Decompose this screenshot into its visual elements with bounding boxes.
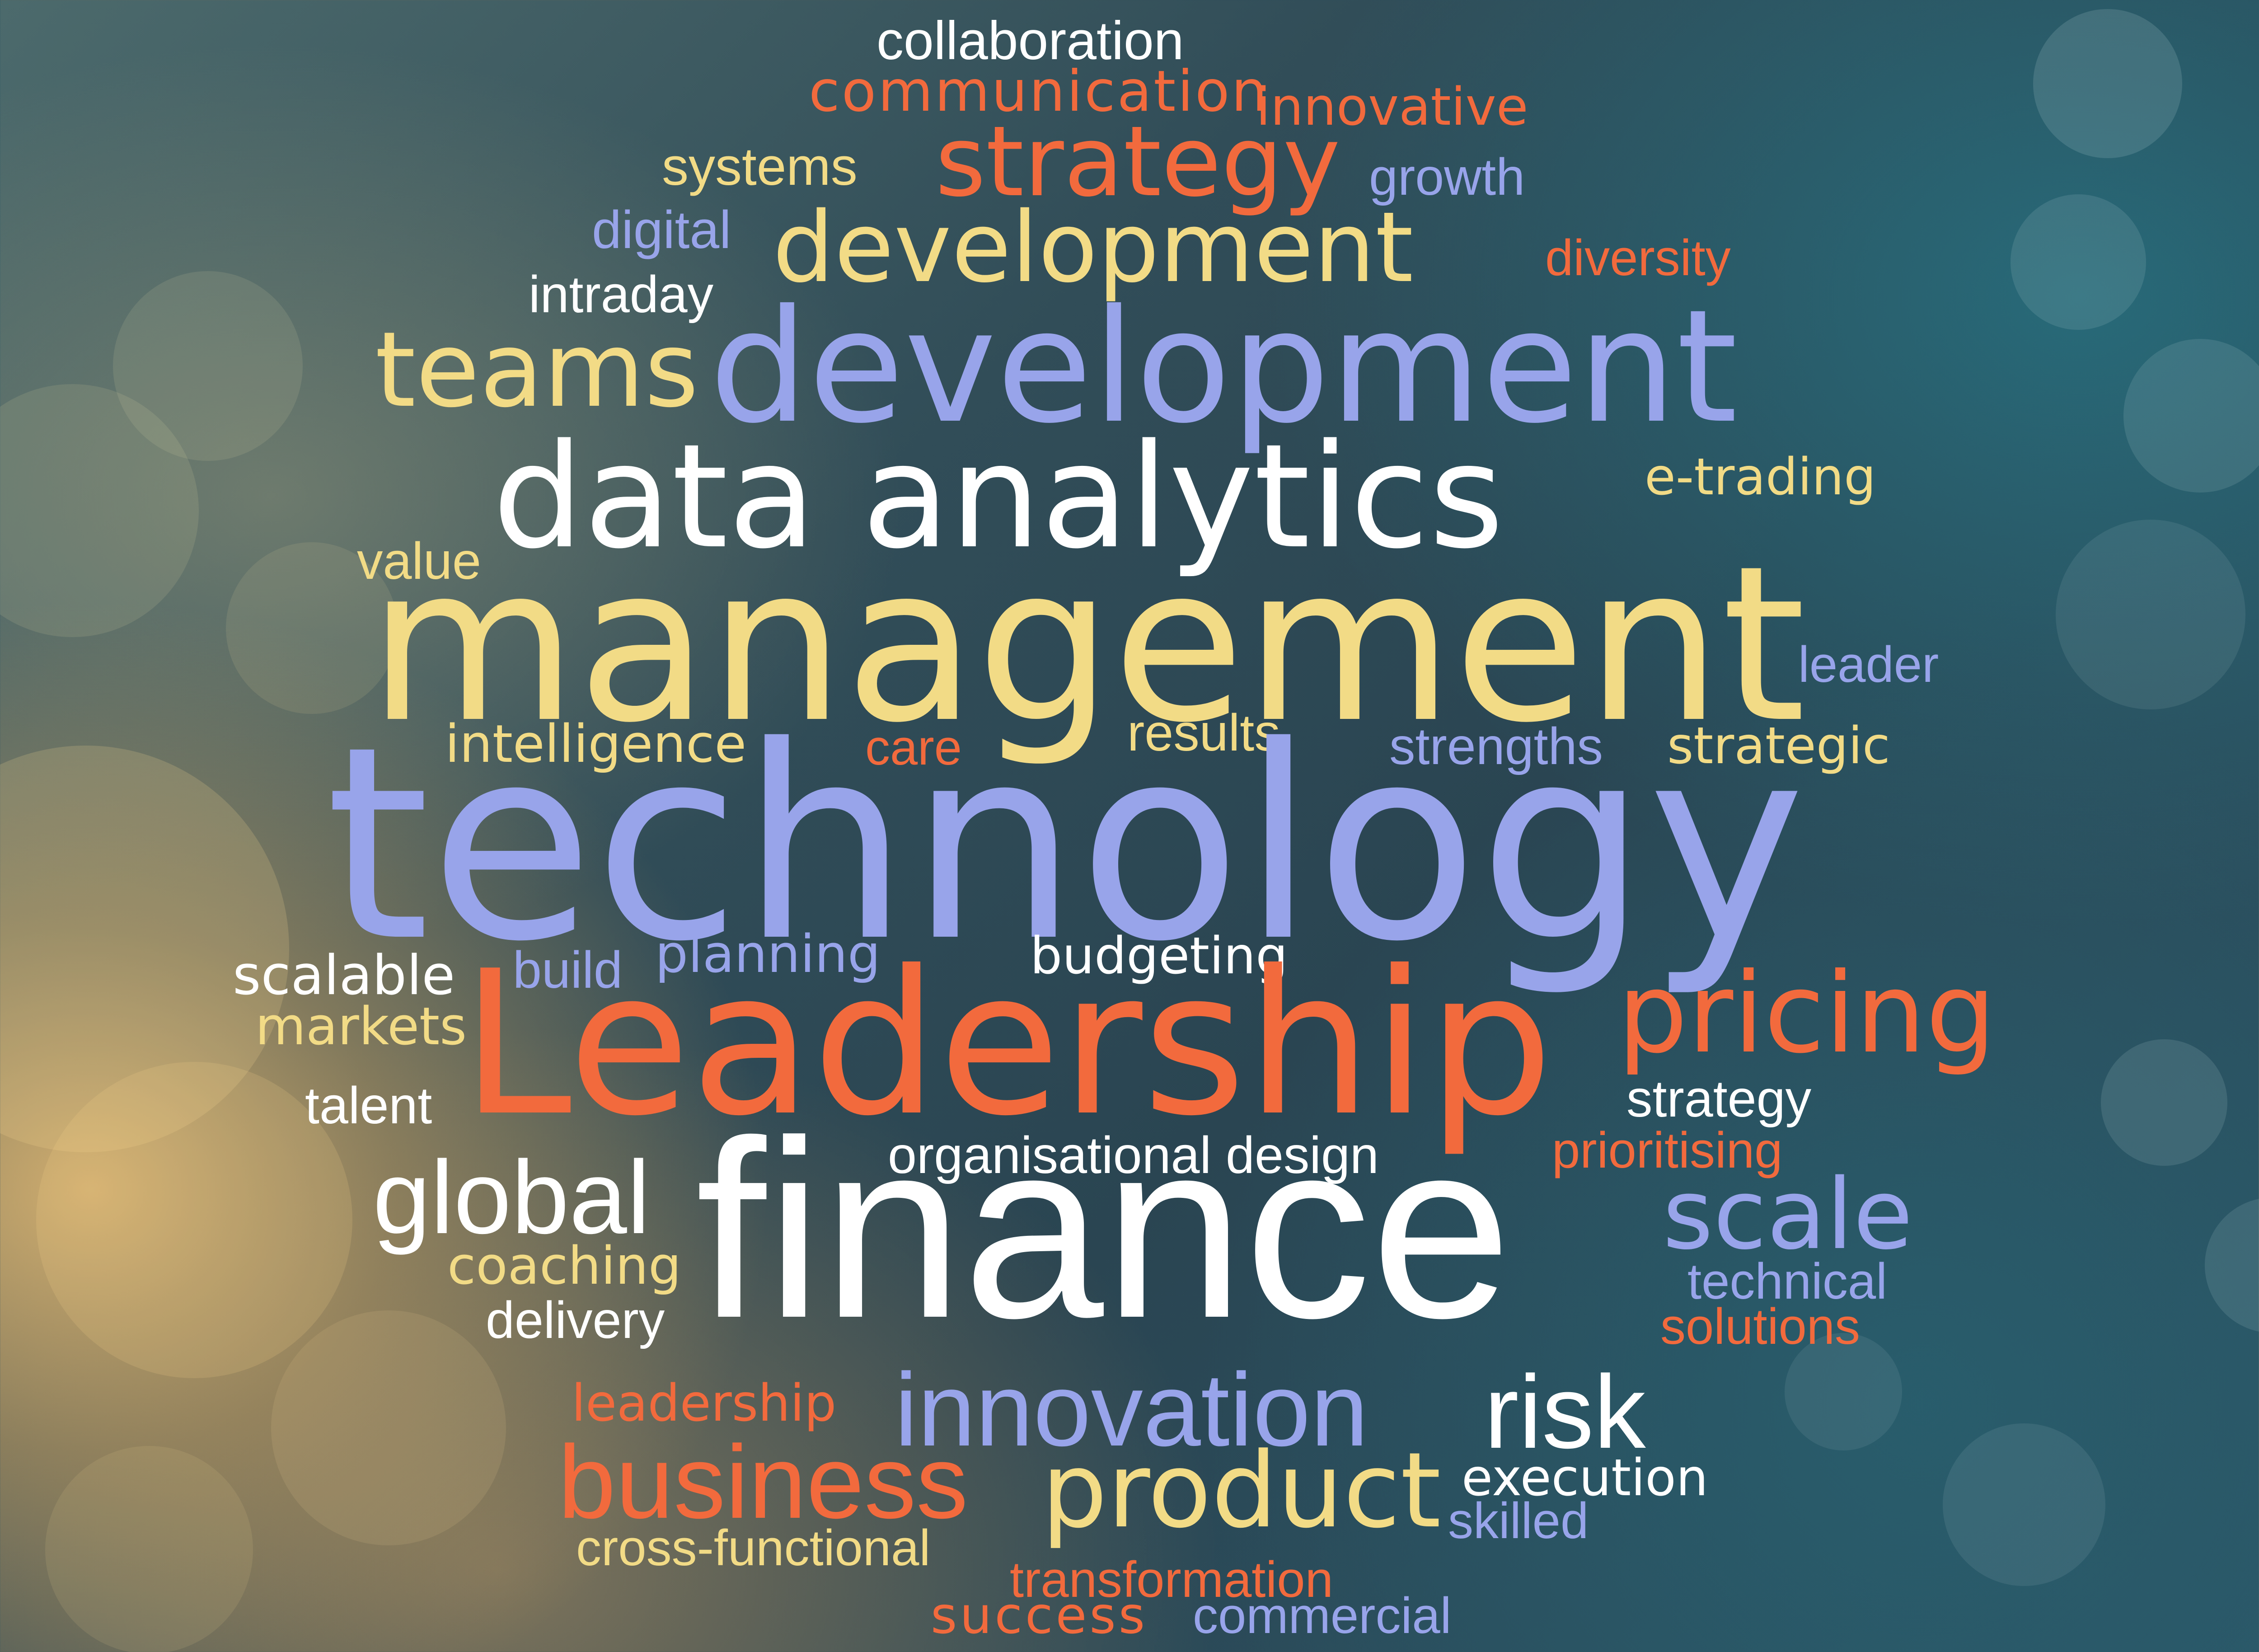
- word-build: build: [513, 941, 623, 999]
- word-strategic: strategic: [1667, 717, 1890, 775]
- word-organisational-design: organisational design: [888, 1126, 1379, 1184]
- word-risk: risk: [1484, 1354, 1646, 1470]
- word-results: results: [1127, 704, 1280, 762]
- word-intraday: intraday: [529, 266, 714, 324]
- word-technology: technology: [325, 690, 1806, 1000]
- bokeh-circle: [2123, 339, 2259, 493]
- word-technical: technical: [1687, 1253, 1888, 1309]
- word-data-analytics: data analytics: [492, 413, 1504, 580]
- word-strategy-right: strategy: [1626, 1070, 1812, 1128]
- bokeh-circle: [271, 1310, 506, 1545]
- word-prioritising: prioritising: [1552, 1122, 1783, 1178]
- word-execution: execution: [1462, 1449, 1708, 1507]
- word-strengths: strengths: [1389, 718, 1603, 775]
- word-solutions: solutions: [1660, 1298, 1861, 1355]
- word-pricing: pricing: [1617, 949, 1996, 1078]
- word-intelligence: intelligence: [445, 714, 747, 774]
- bokeh-circle: [2056, 520, 2245, 709]
- word-leadership-large: Leadership: [461, 928, 1554, 1159]
- word-teams: teams: [375, 310, 699, 431]
- bokeh-circle: [2205, 1197, 2259, 1333]
- word-success: success: [931, 1586, 1148, 1645]
- word-management: management: [368, 520, 1806, 770]
- bokeh-circle: [2011, 194, 2146, 330]
- word-scale: scale: [1663, 1158, 1913, 1271]
- bokeh-circle: [2101, 1039, 2227, 1166]
- word-development-small: development: [773, 191, 1414, 304]
- word-global: global: [373, 1139, 650, 1255]
- bokeh-circle: [45, 1446, 253, 1652]
- word-planning: planning: [655, 924, 881, 985]
- word-transformation: transformation: [1010, 1551, 1333, 1608]
- bokeh-circle: [113, 271, 303, 461]
- word-strategy-top: strategy: [935, 105, 1340, 218]
- word-business: business: [558, 1424, 968, 1540]
- word-innovation: innovation: [895, 1352, 1369, 1468]
- word-care: care: [865, 720, 962, 775]
- word-commercial: commercial: [1193, 1587, 1452, 1644]
- word-systems: systems: [662, 137, 858, 197]
- word-leadership-small: leadership: [572, 1374, 837, 1433]
- word-budgeting: budgeting: [1030, 927, 1288, 986]
- word-delivery: delivery: [486, 1291, 665, 1349]
- word-markets: markets: [255, 996, 467, 1057]
- word-e-trading: e-trading: [1645, 448, 1876, 507]
- bokeh-circle: [0, 384, 199, 637]
- word-development-large: development: [709, 277, 1738, 458]
- word-skilled: skilled: [1448, 1492, 1589, 1549]
- word-innovative: innovative: [1256, 77, 1528, 137]
- word-leader: leader: [1798, 636, 1939, 693]
- bokeh-circle: [2033, 9, 2182, 158]
- word-coaching: coaching: [447, 1236, 682, 1296]
- bokeh-circle: [1943, 1423, 2105, 1586]
- word-value: value: [357, 532, 481, 590]
- word-collaboration: collaboration: [876, 10, 1184, 71]
- word-digital: digital: [592, 200, 731, 260]
- word-scalable: scalable: [233, 944, 455, 1007]
- word-finance: finance: [696, 1088, 1512, 1370]
- word-growth: growth: [1369, 148, 1525, 206]
- word-cross-functional: cross-functional: [576, 1520, 931, 1576]
- word-talent: talent: [305, 1077, 432, 1135]
- word-diversity: diversity: [1545, 230, 1731, 286]
- word-communication: communication: [809, 59, 1269, 124]
- word-product: product: [1041, 1431, 1441, 1551]
